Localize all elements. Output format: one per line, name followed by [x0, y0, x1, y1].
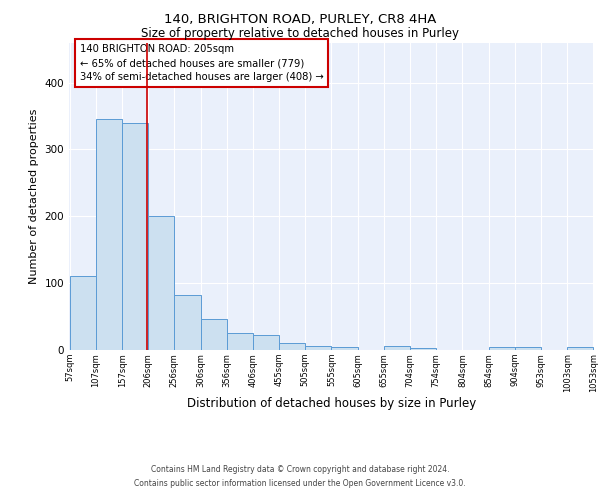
Bar — [122, 122, 148, 350]
X-axis label: Distribution of detached houses by size in Purley: Distribution of detached houses by size … — [187, 398, 476, 410]
Bar — [567, 348, 593, 350]
Y-axis label: Number of detached properties: Number of detached properties — [29, 108, 39, 284]
Bar — [70, 276, 96, 350]
Bar — [384, 346, 410, 350]
Bar — [489, 348, 515, 350]
Bar — [227, 334, 253, 350]
Bar — [515, 348, 541, 350]
Bar — [96, 120, 122, 350]
Text: 140, BRIGHTON ROAD, PURLEY, CR8 4HA: 140, BRIGHTON ROAD, PURLEY, CR8 4HA — [164, 12, 436, 26]
Bar — [305, 346, 331, 350]
Text: 140 BRIGHTON ROAD: 205sqm
← 65% of detached houses are smaller (779)
34% of semi: 140 BRIGHTON ROAD: 205sqm ← 65% of detac… — [79, 44, 323, 82]
Text: Size of property relative to detached houses in Purley: Size of property relative to detached ho… — [141, 28, 459, 40]
Bar — [148, 216, 174, 350]
Bar — [279, 344, 305, 350]
Bar — [200, 318, 227, 350]
Bar — [331, 346, 358, 350]
Bar — [174, 295, 200, 350]
Bar — [410, 348, 436, 350]
Text: Contains HM Land Registry data © Crown copyright and database right 2024.
Contai: Contains HM Land Registry data © Crown c… — [134, 466, 466, 487]
Bar — [253, 334, 279, 350]
